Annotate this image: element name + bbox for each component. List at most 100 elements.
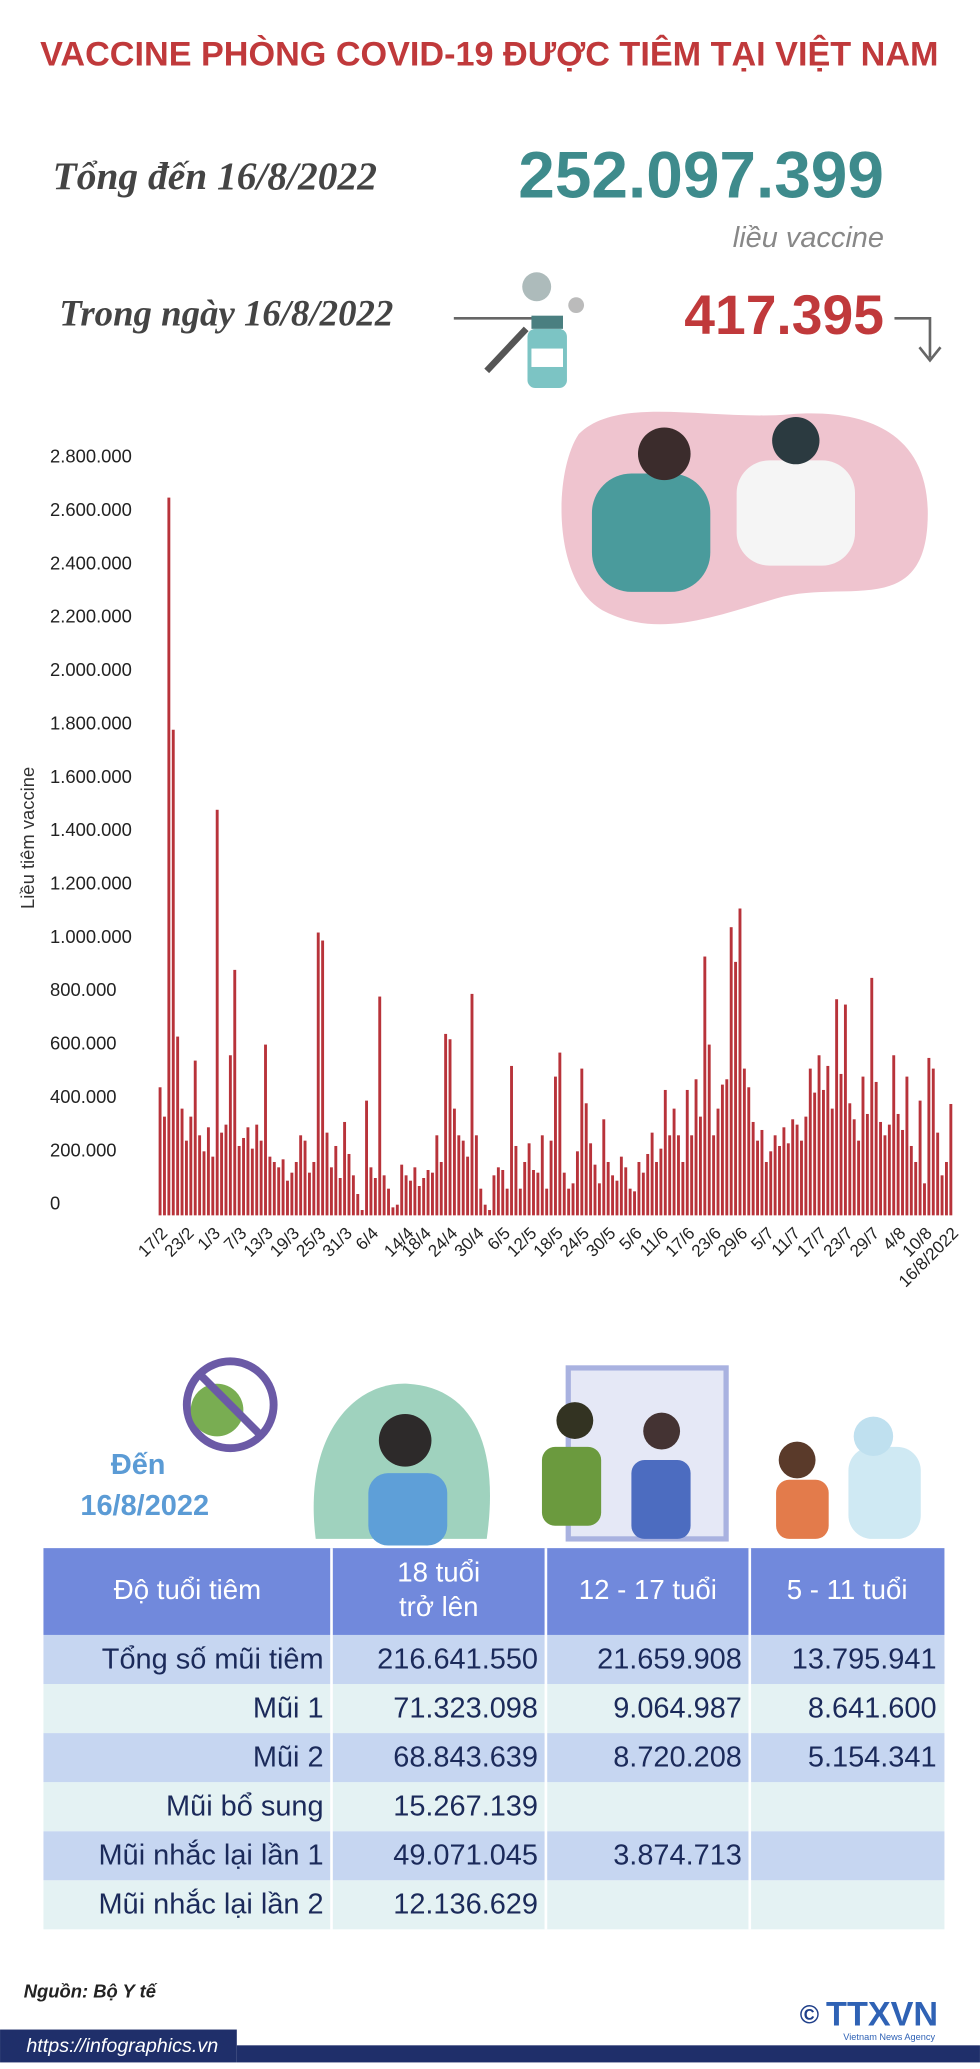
table-cell: 15.267.139 bbox=[393, 1791, 538, 1823]
bar bbox=[356, 1194, 360, 1216]
table-cell: 9.064.987 bbox=[613, 1692, 742, 1724]
bar bbox=[773, 1135, 777, 1216]
bar bbox=[905, 1076, 909, 1216]
table-cell: 5.154.341 bbox=[808, 1742, 937, 1774]
bar bbox=[738, 908, 742, 1216]
bar bbox=[237, 1145, 241, 1216]
table-cell: 8.720.208 bbox=[613, 1742, 742, 1774]
x-tick-label: 30/4 bbox=[451, 1224, 488, 1261]
bar bbox=[422, 1178, 426, 1216]
bar bbox=[400, 1164, 404, 1216]
x-tick-label: 23/2 bbox=[161, 1224, 198, 1261]
row-bg bbox=[43, 1684, 945, 1734]
bar bbox=[931, 1068, 935, 1216]
bar bbox=[272, 1161, 276, 1216]
bar bbox=[259, 1140, 263, 1216]
bar bbox=[813, 1092, 817, 1216]
bar bbox=[242, 1137, 245, 1216]
bar bbox=[294, 1161, 298, 1216]
bar bbox=[184, 1140, 188, 1216]
bar bbox=[202, 1151, 206, 1216]
bar bbox=[707, 1044, 711, 1216]
bar bbox=[347, 1153, 351, 1216]
bar bbox=[927, 1057, 931, 1216]
bar bbox=[448, 1039, 452, 1216]
bar bbox=[786, 1143, 790, 1216]
bar bbox=[250, 1148, 254, 1216]
x-tick-label: 29/6 bbox=[714, 1224, 751, 1261]
total-unit: liều vaccine bbox=[733, 222, 884, 254]
bar bbox=[562, 1172, 566, 1216]
as-of: Đến bbox=[111, 1449, 166, 1481]
bar bbox=[316, 932, 320, 1216]
row-label: Mũi nhắc lại lần 2 bbox=[99, 1888, 324, 1921]
bar bbox=[198, 1135, 202, 1216]
as-of-date: 16/8/2022 bbox=[80, 1490, 209, 1522]
bar bbox=[545, 1188, 549, 1216]
bar bbox=[901, 1129, 904, 1216]
bar bbox=[290, 1172, 294, 1216]
total-label: Tổng đến 16/8/2022 bbox=[53, 154, 377, 198]
row-label: Tổng số mũi tiêm bbox=[102, 1643, 324, 1675]
bar bbox=[567, 1188, 571, 1216]
bar bbox=[373, 1178, 377, 1216]
bar bbox=[909, 1145, 913, 1216]
table-header-bg bbox=[43, 1548, 945, 1635]
bar bbox=[655, 1161, 658, 1216]
bar bbox=[663, 1089, 667, 1216]
table-cell: 71.323.098 bbox=[393, 1692, 538, 1724]
agency: Vietnam News Agency bbox=[843, 2032, 935, 2042]
bar bbox=[189, 1116, 193, 1216]
bar bbox=[628, 1188, 632, 1216]
bar bbox=[321, 940, 325, 1216]
bar bbox=[883, 1135, 887, 1216]
bar bbox=[602, 1119, 606, 1216]
bar bbox=[720, 1084, 724, 1216]
bar bbox=[914, 1161, 918, 1216]
bar bbox=[918, 1100, 922, 1216]
bar bbox=[264, 1044, 267, 1216]
bar bbox=[747, 1087, 751, 1216]
bar bbox=[751, 1121, 755, 1216]
bar bbox=[479, 1188, 483, 1216]
bar bbox=[716, 1108, 720, 1216]
bar bbox=[698, 1116, 702, 1216]
bar bbox=[426, 1169, 430, 1216]
bar bbox=[466, 1156, 470, 1216]
bar bbox=[523, 1161, 527, 1216]
bar bbox=[782, 1127, 786, 1216]
bar bbox=[887, 1124, 891, 1216]
bar bbox=[668, 1135, 672, 1216]
bar bbox=[483, 1204, 487, 1216]
bar bbox=[795, 1124, 799, 1216]
bar bbox=[554, 1076, 557, 1216]
bar bbox=[896, 1113, 900, 1216]
bar bbox=[764, 1161, 768, 1216]
bar bbox=[334, 1145, 338, 1216]
bar bbox=[615, 1180, 619, 1216]
bar bbox=[439, 1161, 443, 1216]
bar bbox=[382, 1175, 386, 1216]
bar bbox=[167, 497, 171, 1216]
bar bbox=[839, 1073, 843, 1216]
bar bbox=[171, 729, 175, 1216]
bar bbox=[584, 1103, 588, 1216]
row-label: Mũi 2 bbox=[253, 1742, 324, 1774]
bar bbox=[852, 1119, 856, 1216]
y-tick-label: 1.400.000 bbox=[50, 819, 132, 840]
x-tick-label: 30/5 bbox=[583, 1224, 620, 1261]
table-cell: 13.795.941 bbox=[792, 1643, 937, 1675]
bar bbox=[685, 1089, 689, 1216]
bar bbox=[760, 1129, 764, 1216]
y-tick-label: 2.200.000 bbox=[50, 606, 132, 627]
bar bbox=[413, 1167, 417, 1216]
row-bg bbox=[43, 1733, 945, 1783]
bar bbox=[826, 1065, 830, 1216]
bar bbox=[492, 1175, 496, 1216]
bar bbox=[215, 809, 219, 1216]
bar bbox=[558, 1052, 562, 1216]
bar bbox=[378, 996, 382, 1216]
bar bbox=[633, 1191, 636, 1216]
table-cell: 68.843.639 bbox=[393, 1742, 538, 1774]
bar bbox=[624, 1167, 628, 1216]
